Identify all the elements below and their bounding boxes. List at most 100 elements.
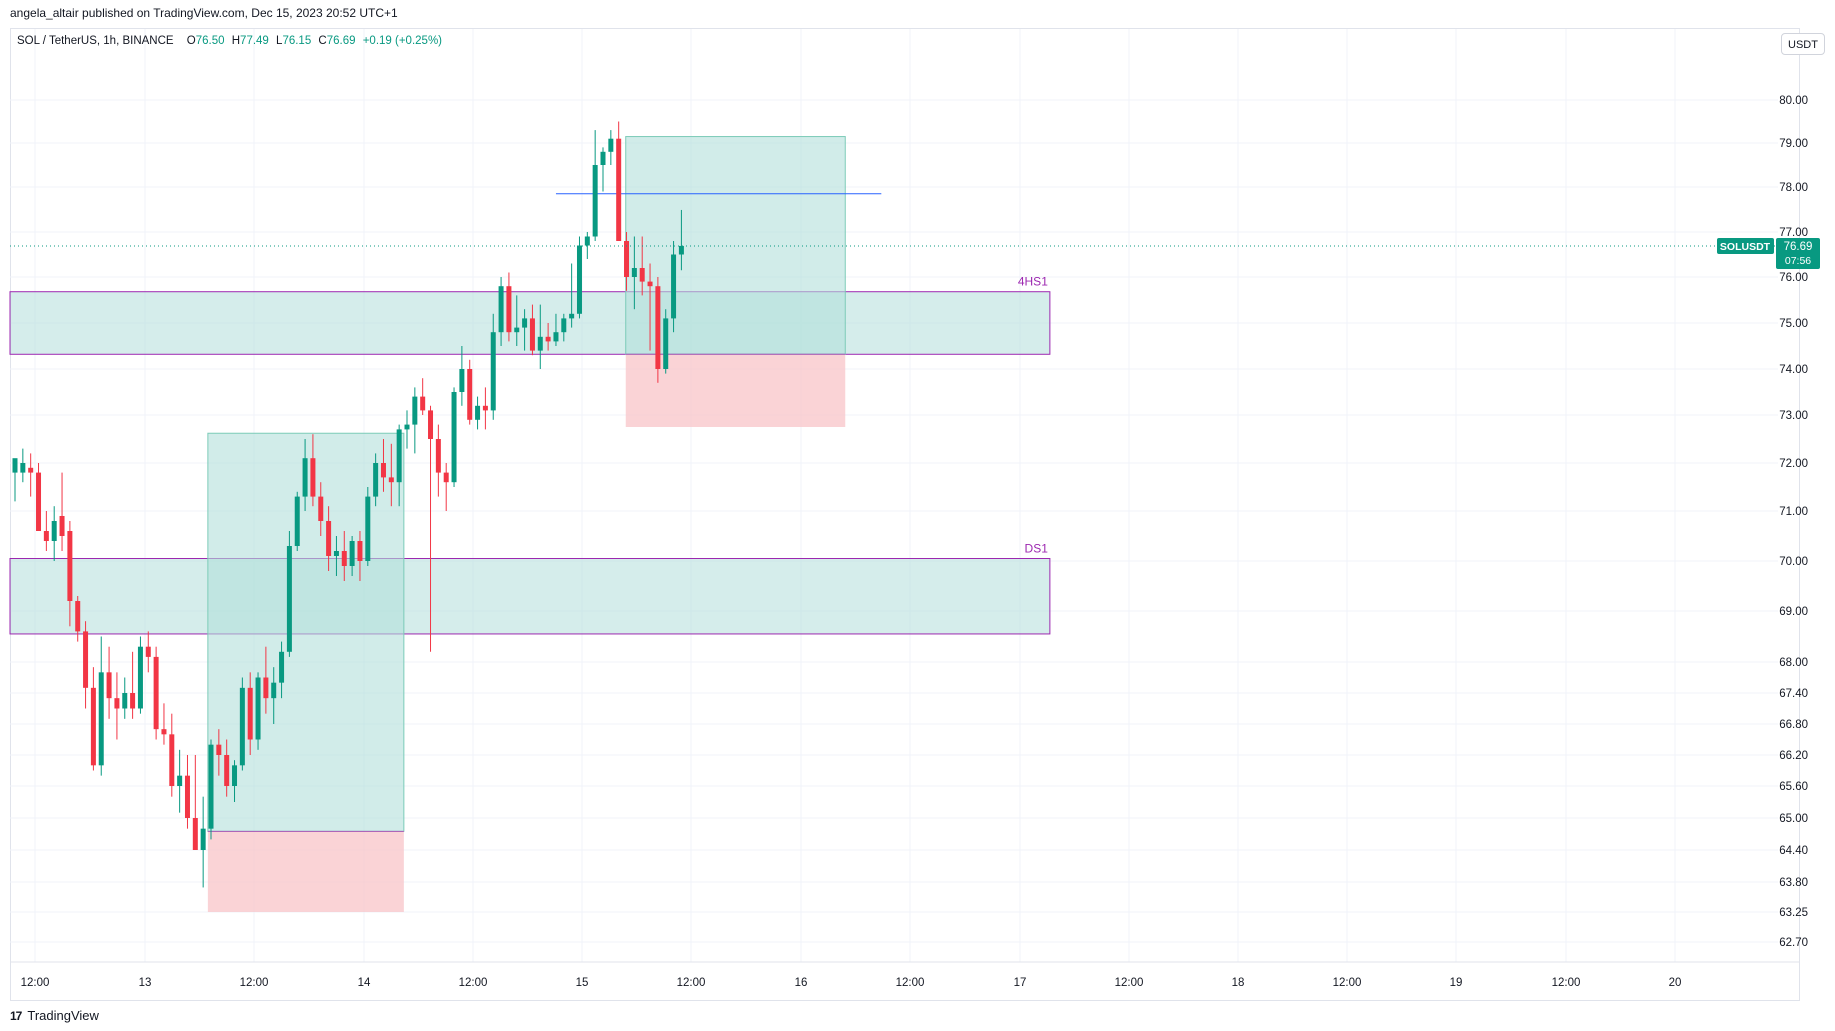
candle (631, 236, 637, 310)
candle-body (412, 396, 418, 425)
candle (451, 387, 457, 487)
candle (341, 531, 347, 581)
candle-body (20, 463, 26, 473)
candle-body (482, 405, 488, 411)
price-tick-label: 63.80 (1779, 877, 1808, 889)
candle (569, 263, 575, 328)
candle (232, 760, 238, 802)
candle-body (232, 765, 238, 786)
low-value: 76.15 (282, 35, 312, 47)
candle (514, 295, 520, 346)
candle-body (208, 744, 214, 829)
candle-body (294, 496, 300, 546)
candle (459, 346, 465, 406)
candle (522, 309, 528, 351)
currency-button[interactable]: USDT (1781, 33, 1825, 55)
low-label: L (276, 35, 283, 47)
candle (279, 641, 285, 699)
candle-body (318, 496, 324, 521)
candle-body (506, 286, 512, 333)
candle-body (137, 646, 143, 709)
close-label: C (318, 35, 327, 47)
candle (114, 672, 120, 740)
candle (169, 713, 175, 797)
time-tick-label: 12:00 (677, 977, 706, 989)
price-tick-label: 73.00 (1779, 410, 1808, 422)
time-tick-label: 12:00 (1552, 977, 1581, 989)
time-tick-label: 12:00 (240, 977, 269, 989)
candle-body (576, 245, 582, 314)
price-tick-label: 78.00 (1779, 182, 1808, 194)
candle-body (216, 744, 222, 755)
candle-body (639, 268, 645, 282)
price-tick-label: 66.80 (1779, 719, 1808, 731)
candle (12, 458, 18, 502)
candle-body (326, 521, 332, 556)
candle (184, 755, 190, 829)
candle-body (279, 651, 285, 683)
candle-body (498, 286, 504, 333)
candlesticks (12, 121, 684, 888)
price-tick-label: 63.25 (1779, 907, 1808, 919)
candle (318, 482, 324, 536)
price-tick-label: 77.00 (1779, 227, 1808, 239)
candle-body (663, 318, 669, 369)
time-tick-label: 19 (1450, 977, 1463, 989)
candle-body (341, 551, 347, 566)
candle-body (349, 541, 355, 566)
publish-info: angela_altair published on TradingView.c… (10, 6, 398, 20)
candle (286, 531, 292, 657)
candle (357, 531, 363, 581)
candle (106, 646, 112, 719)
candle-body (671, 254, 677, 319)
candle (333, 536, 339, 576)
price-tick-label: 64.40 (1779, 845, 1808, 857)
symbol-legend: SOL / TetherUS, 1h, BINANCE O76.50 H77.4… (17, 35, 446, 47)
candle (98, 636, 104, 776)
candle (545, 323, 551, 351)
footer-brand[interactable]: 17 TradingView (10, 1008, 99, 1023)
candle (247, 672, 253, 755)
candle-body (553, 332, 559, 342)
symbol-tag-bg (1717, 237, 1774, 254)
candle (294, 491, 300, 551)
candle-body (608, 138, 614, 152)
time-tick-label: 12:00 (1115, 977, 1144, 989)
price-tick-label: 65.00 (1779, 813, 1808, 825)
candle-body (98, 672, 104, 766)
candle-body (106, 672, 112, 699)
candle-body (529, 318, 535, 351)
candle-body (169, 734, 175, 786)
candle-body (459, 369, 465, 392)
candle (506, 272, 512, 342)
candle (192, 755, 198, 850)
candle (671, 241, 677, 333)
brand-name: TradingView (27, 1008, 99, 1023)
candle-body (90, 687, 96, 766)
time-tick-label: 15 (576, 977, 589, 989)
close-value: 76.69 (326, 35, 356, 47)
price-tick-label: 62.70 (1779, 937, 1808, 949)
price-tick-label: 70.00 (1779, 556, 1808, 568)
candle-body (678, 245, 684, 255)
position-tools (207, 136, 846, 912)
candle (75, 596, 81, 642)
candle-body (435, 439, 441, 473)
candle (404, 410, 410, 449)
candle (177, 749, 183, 813)
candle-body (584, 236, 590, 246)
candle (420, 378, 426, 415)
price-tick-label: 69.00 (1779, 606, 1808, 618)
candle (537, 304, 543, 369)
candle (624, 232, 630, 291)
candle-body (200, 828, 206, 850)
symbol-name[interactable]: SOL / TetherUS, 1h, BINANCE (17, 35, 174, 47)
candle (271, 667, 277, 724)
candle-body (247, 687, 253, 740)
price-tick-label: 75.00 (1779, 318, 1808, 330)
candle-body (380, 463, 386, 478)
position-stop-area (207, 831, 404, 912)
candle (239, 677, 245, 771)
candle-body (153, 656, 159, 730)
